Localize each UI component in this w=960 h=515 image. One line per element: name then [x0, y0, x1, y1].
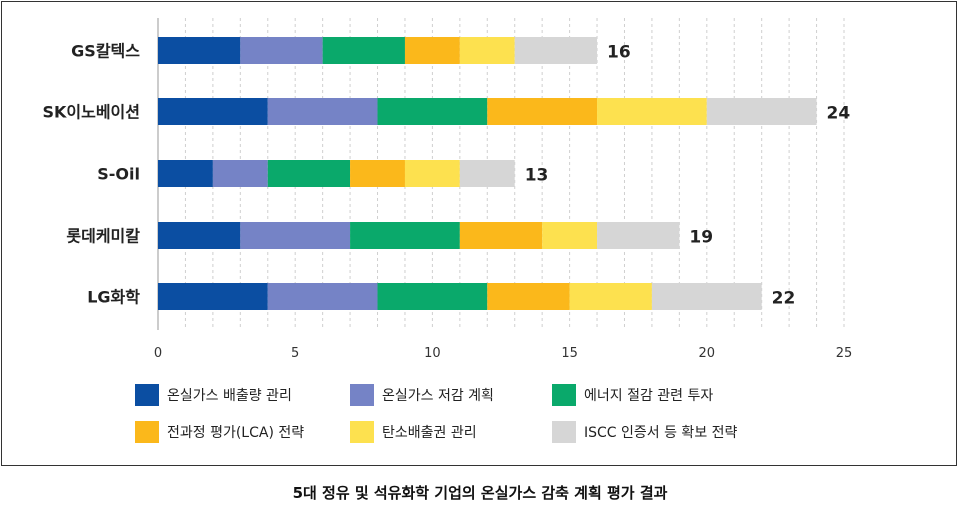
legend-swatch [135, 421, 159, 443]
x-tick-label: 25 [836, 346, 853, 361]
legend-swatch [350, 421, 374, 443]
total-label: 22 [772, 289, 796, 309]
category-label: GS칼텍스 [71, 42, 140, 61]
bar-segment [350, 222, 460, 249]
total-label: 24 [827, 104, 851, 124]
category-label: SK이노베이션 [42, 103, 140, 122]
x-tick-label: 10 [424, 346, 441, 361]
bar-segment [404, 37, 460, 64]
total-label: 13 [525, 166, 549, 186]
chart-frame [1, 1, 957, 466]
bar-segment [322, 37, 405, 64]
bar-segment [240, 222, 351, 249]
bar-segment [487, 283, 570, 310]
bar-segment [267, 98, 378, 125]
bar-segment [240, 37, 323, 64]
legend-label: 온실가스 배출량 관리 [167, 388, 292, 404]
chart-caption: 5대 정유 및 석유화학 기업의 온실가스 감축 계획 평가 결과 [292, 484, 668, 502]
legend-label: ISCC 인증서 등 확보 전략 [584, 425, 738, 441]
x-tick-label: 15 [561, 346, 578, 361]
bar-segment [459, 222, 543, 249]
bar-segment [377, 283, 488, 310]
bar-segment [514, 37, 598, 64]
bar-segment [597, 98, 707, 125]
x-tick-label: 20 [699, 346, 716, 361]
category-label: LG화학 [87, 288, 140, 307]
bar-segment [651, 283, 762, 310]
bar-segment [597, 222, 680, 249]
bar-segment [706, 98, 817, 125]
bar-segment [212, 160, 268, 187]
legend-swatch [552, 384, 576, 406]
total-label: 19 [689, 228, 713, 248]
bar-segment [542, 222, 598, 249]
legend-swatch [552, 421, 576, 443]
bar-segment [158, 283, 268, 310]
legend-swatch [135, 384, 159, 406]
bar-segment [459, 160, 515, 187]
bar-segment [377, 98, 488, 125]
bar-segment [569, 283, 652, 310]
legend-label: 온실가스 저감 계획 [382, 388, 494, 404]
legend-label: 전과정 평가(LCA) 전략 [167, 425, 304, 441]
bar-segment [158, 160, 213, 187]
bar-segment [404, 160, 460, 187]
legend-swatch [350, 384, 374, 406]
category-label: 롯데케미칼 [66, 227, 140, 246]
bar-segment [459, 37, 515, 64]
legend-label: 에너지 절감 관련 투자 [584, 388, 713, 404]
bar-segment [158, 98, 268, 125]
total-label: 16 [607, 43, 631, 63]
bar-segment [267, 283, 378, 310]
bar-segment [350, 160, 405, 187]
x-tick-label: 0 [154, 346, 162, 361]
bar-segment [487, 98, 598, 125]
legend-label: 탄소배출권 관리 [382, 425, 477, 441]
stacked-bar-chart: 0 5 10 15 20 25 GS칼텍스 16 SK이노베이션 24 S-Oil 13 롯데케미칼 19… [42, 18, 853, 443]
bar-segment [267, 160, 351, 187]
bar-segment [158, 37, 241, 64]
category-label: S-Oil [97, 165, 140, 184]
bar-segment [158, 222, 241, 249]
x-tick-label: 5 [291, 346, 299, 361]
